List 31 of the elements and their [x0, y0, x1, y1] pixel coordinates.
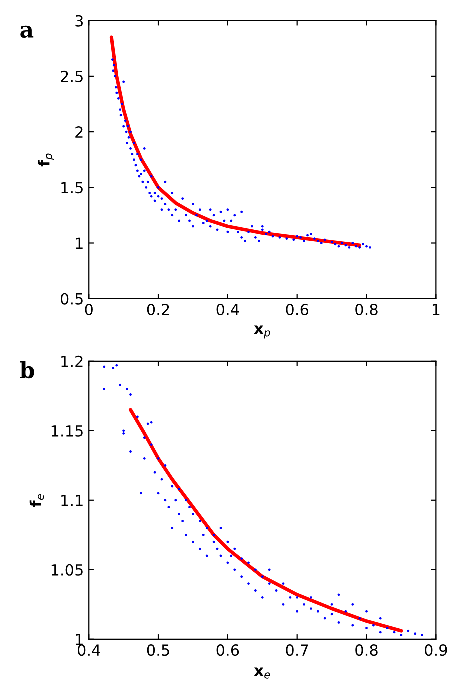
y-tick-label: 1 — [76, 238, 83, 250]
y-tick-label: 1.1 — [62, 495, 83, 506]
y-tick-label: 1 — [76, 634, 83, 646]
y-tick-label: 2 — [76, 126, 83, 138]
x-tick-label: 0.7 — [286, 644, 308, 656]
x-axis-title: x$_{p}$ — [254, 326, 270, 339]
y-tick-label: 2.5 — [61, 70, 83, 82]
y-tick-label: 0.5 — [60, 293, 83, 305]
x-tick-label: 0.4 — [216, 304, 240, 316]
x-tick-label: 0.8 — [356, 304, 378, 316]
chart-title: b — [20, 361, 34, 379]
x-tick-label: 0.2 — [147, 304, 170, 316]
y-tick-label: 1.2 — [62, 356, 83, 368]
y-axis-title: f$_{e}$ — [30, 494, 44, 508]
x-tick-label: 0.6 — [216, 644, 240, 656]
y-tick-label: 1.15 — [52, 426, 83, 437]
x-tick-label: 0.4 — [78, 644, 100, 656]
chart-title: a — [20, 26, 34, 38]
x-tick-label: 0.5 — [147, 644, 170, 656]
y-tick-label: 3 — [76, 15, 84, 27]
x-tick-label: 0.8 — [356, 644, 378, 656]
x-axis-title: x$_{e}$ — [254, 668, 270, 679]
x-tick-label: 0.9 — [425, 644, 448, 656]
line-series — [129, 408, 404, 633]
line-series — [110, 36, 362, 248]
x-tick-label: 0.6 — [286, 304, 309, 316]
y-tick-label: 1.05 — [52, 564, 83, 576]
y-tick-label: 1.5 — [62, 182, 83, 194]
x-tick-label: 0 — [85, 304, 93, 316]
y-axis-title: f$_{p}$ — [38, 154, 54, 167]
x-tick-label: 1 — [432, 304, 440, 316]
